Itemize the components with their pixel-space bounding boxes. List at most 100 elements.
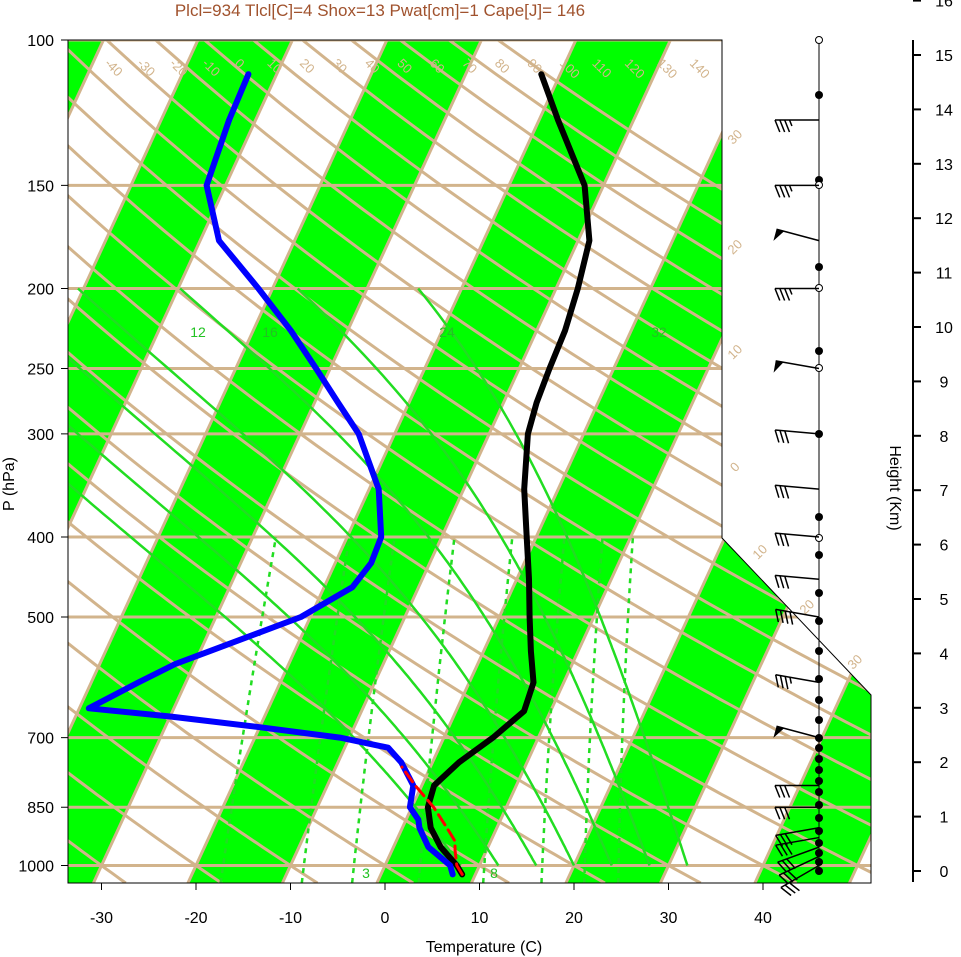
temperature-band — [754, 40, 871, 883]
wind-barb-staff — [775, 826, 820, 837]
wind-level-dot — [815, 716, 823, 724]
isotherm-line — [92, 40, 483, 883]
dry-adiabat-line — [68, 40, 223, 883]
chart-title: Plcl=934 Tlcl[C]=4 Shox=13 Pwat[cm]=1 Ca… — [175, 1, 585, 20]
temperature-line — [424, 71, 593, 878]
temperature-tick-label: -30 — [90, 910, 113, 927]
pressure-tick-label: 100 — [27, 33, 54, 50]
height-tick-label: 13 — [935, 157, 953, 174]
pressure-tick-label: 300 — [27, 427, 54, 444]
wind-barb-feather — [788, 288, 793, 295]
dewpoint-line — [85, 71, 456, 878]
wind-level-dot — [815, 755, 823, 763]
pressure-tick-label: 850 — [27, 800, 54, 817]
wind-barb-feather — [787, 870, 798, 881]
isotherm-label: 30 — [844, 651, 865, 672]
height-tick-label: 3 — [940, 701, 949, 718]
wind-barb-feather — [779, 119, 786, 133]
mixing-ratio-label: 32 — [651, 324, 667, 340]
wind-barb-feather — [774, 119, 781, 133]
wind-barb-staff — [775, 360, 820, 370]
x-axis-label: Temperature (C) — [426, 939, 542, 956]
dry-adiabat-line — [105, 40, 871, 883]
wind-barb-feather — [779, 485, 785, 499]
isotherm-label: 30 — [724, 126, 745, 147]
pressure-tick-label: 200 — [27, 282, 54, 299]
wind-barb-staff — [775, 574, 820, 580]
wind-barb-feather — [783, 119, 791, 133]
wind-barb-feather — [784, 576, 790, 589]
mixing-ratio-line — [481, 536, 514, 883]
isotherm-line — [68, 40, 389, 883]
y-axis-label: P (hPa) — [1, 457, 18, 511]
wind-barb-staff — [775, 836, 820, 846]
dry-adiabat-line — [154, 40, 871, 883]
wind-barb-feather — [789, 677, 793, 684]
wind-barb-staff — [775, 429, 820, 435]
wind-barb-feather — [774, 806, 781, 820]
mixing-ratio-line — [219, 536, 278, 883]
wind-barb-pennant — [773, 229, 785, 241]
wind-level-dot — [815, 867, 823, 875]
wind-barb-feather — [781, 860, 792, 871]
temperature-tick-label: 20 — [565, 910, 583, 927]
dry-adiabat-line — [68, 40, 871, 883]
moist-adiabat-line — [68, 287, 462, 867]
wind-barb-feather — [784, 533, 790, 547]
dry-adiabat-line — [68, 40, 319, 883]
wind-level-dot — [815, 827, 823, 835]
moist-adiabat-line — [68, 287, 538, 867]
wind-level-dot — [815, 814, 823, 822]
wind-level-dot — [815, 91, 823, 99]
dry-adiabat-line — [68, 40, 871, 883]
moist-adiabat-line — [296, 287, 651, 866]
wind-barb-feather — [774, 674, 780, 688]
wind-barb-feather — [780, 886, 792, 897]
wind-barb-feather — [788, 882, 800, 892]
wind-barb-feather — [777, 861, 787, 873]
wind-barb-feather — [778, 874, 790, 885]
mixing-ratio-line — [300, 536, 351, 883]
wind-barb-feather — [782, 872, 794, 883]
isotherm-line — [753, 40, 871, 883]
wind-barb-feather — [779, 430, 785, 444]
mixing-ratio-label: 24 — [439, 324, 455, 340]
dry-adiabat-line — [68, 40, 871, 883]
wind-level-dot — [815, 647, 823, 655]
wind-barb-feather — [784, 833, 793, 846]
wind-level-dot — [815, 839, 823, 847]
pressure-tick-label: 400 — [27, 530, 54, 547]
pressure-tick-label: 1000 — [18, 859, 54, 876]
wind-level-dot — [815, 777, 823, 785]
wind-barb-feather — [774, 485, 780, 498]
mixing-ratio-line — [417, 536, 456, 883]
height-tick-label: 4 — [940, 646, 949, 663]
isotherm-label: 140 — [687, 56, 713, 82]
height-tick-label: 0 — [940, 864, 949, 881]
pressure-tick-label: 700 — [27, 731, 54, 748]
isotherm-label: 20 — [724, 236, 745, 257]
wind-barb-feather — [789, 611, 794, 625]
plot-frame — [67, 39, 872, 884]
dry-adiabat-line — [68, 40, 510, 883]
dry-adiabat-line — [203, 40, 871, 883]
wind-barb-feather — [788, 119, 793, 127]
wind-level-dot — [815, 734, 823, 742]
temperature-band — [187, 40, 671, 883]
wind-barb-feather — [774, 785, 781, 798]
wind-barb-feather — [774, 288, 781, 301]
height-tick-label: 16 — [935, 0, 953, 11]
wind-barb-feather — [774, 185, 781, 198]
y2-axis-label: Height (Km) — [886, 445, 903, 530]
mixing-ratio-line — [350, 536, 396, 883]
wind-level-dot — [815, 263, 823, 271]
wind-barb-pennant — [773, 360, 784, 373]
isotherm-line — [68, 40, 294, 883]
wind-barb-feather — [784, 884, 796, 894]
wind-barb-feather — [779, 675, 784, 689]
wind-barb-staff — [776, 725, 820, 739]
wind-level-open-dot — [815, 534, 823, 542]
isotherm-label: -40 — [102, 56, 126, 80]
